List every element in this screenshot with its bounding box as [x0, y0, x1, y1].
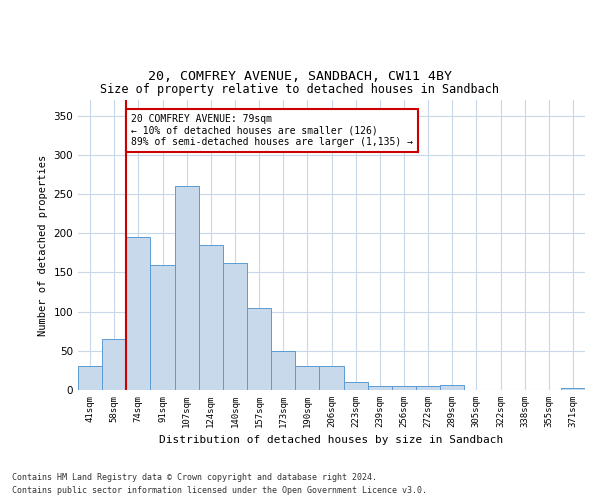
X-axis label: Distribution of detached houses by size in Sandbach: Distribution of detached houses by size … — [160, 436, 503, 446]
Bar — [271, 351, 295, 390]
Bar — [561, 388, 585, 390]
Bar — [416, 386, 440, 390]
Text: Size of property relative to detached houses in Sandbach: Size of property relative to detached ho… — [101, 83, 499, 96]
Bar — [102, 339, 126, 390]
Bar — [344, 382, 368, 390]
Text: Contains HM Land Registry data © Crown copyright and database right 2024.: Contains HM Land Registry data © Crown c… — [12, 474, 377, 482]
Bar — [175, 186, 199, 390]
Text: Contains public sector information licensed under the Open Government Licence v3: Contains public sector information licen… — [12, 486, 427, 495]
Bar — [440, 386, 464, 390]
Bar — [368, 386, 392, 390]
Bar — [126, 237, 151, 390]
Bar — [295, 366, 319, 390]
Text: 20, COMFREY AVENUE, SANDBACH, CW11 4BY: 20, COMFREY AVENUE, SANDBACH, CW11 4BY — [148, 70, 452, 82]
Text: 20 COMFREY AVENUE: 79sqm
← 10% of detached houses are smaller (126)
89% of semi-: 20 COMFREY AVENUE: 79sqm ← 10% of detach… — [131, 114, 413, 148]
Bar — [319, 366, 344, 390]
Bar — [247, 308, 271, 390]
Bar — [78, 366, 102, 390]
Y-axis label: Number of detached properties: Number of detached properties — [38, 154, 48, 336]
Bar — [392, 386, 416, 390]
Bar — [199, 245, 223, 390]
Bar — [151, 264, 175, 390]
Bar — [223, 263, 247, 390]
